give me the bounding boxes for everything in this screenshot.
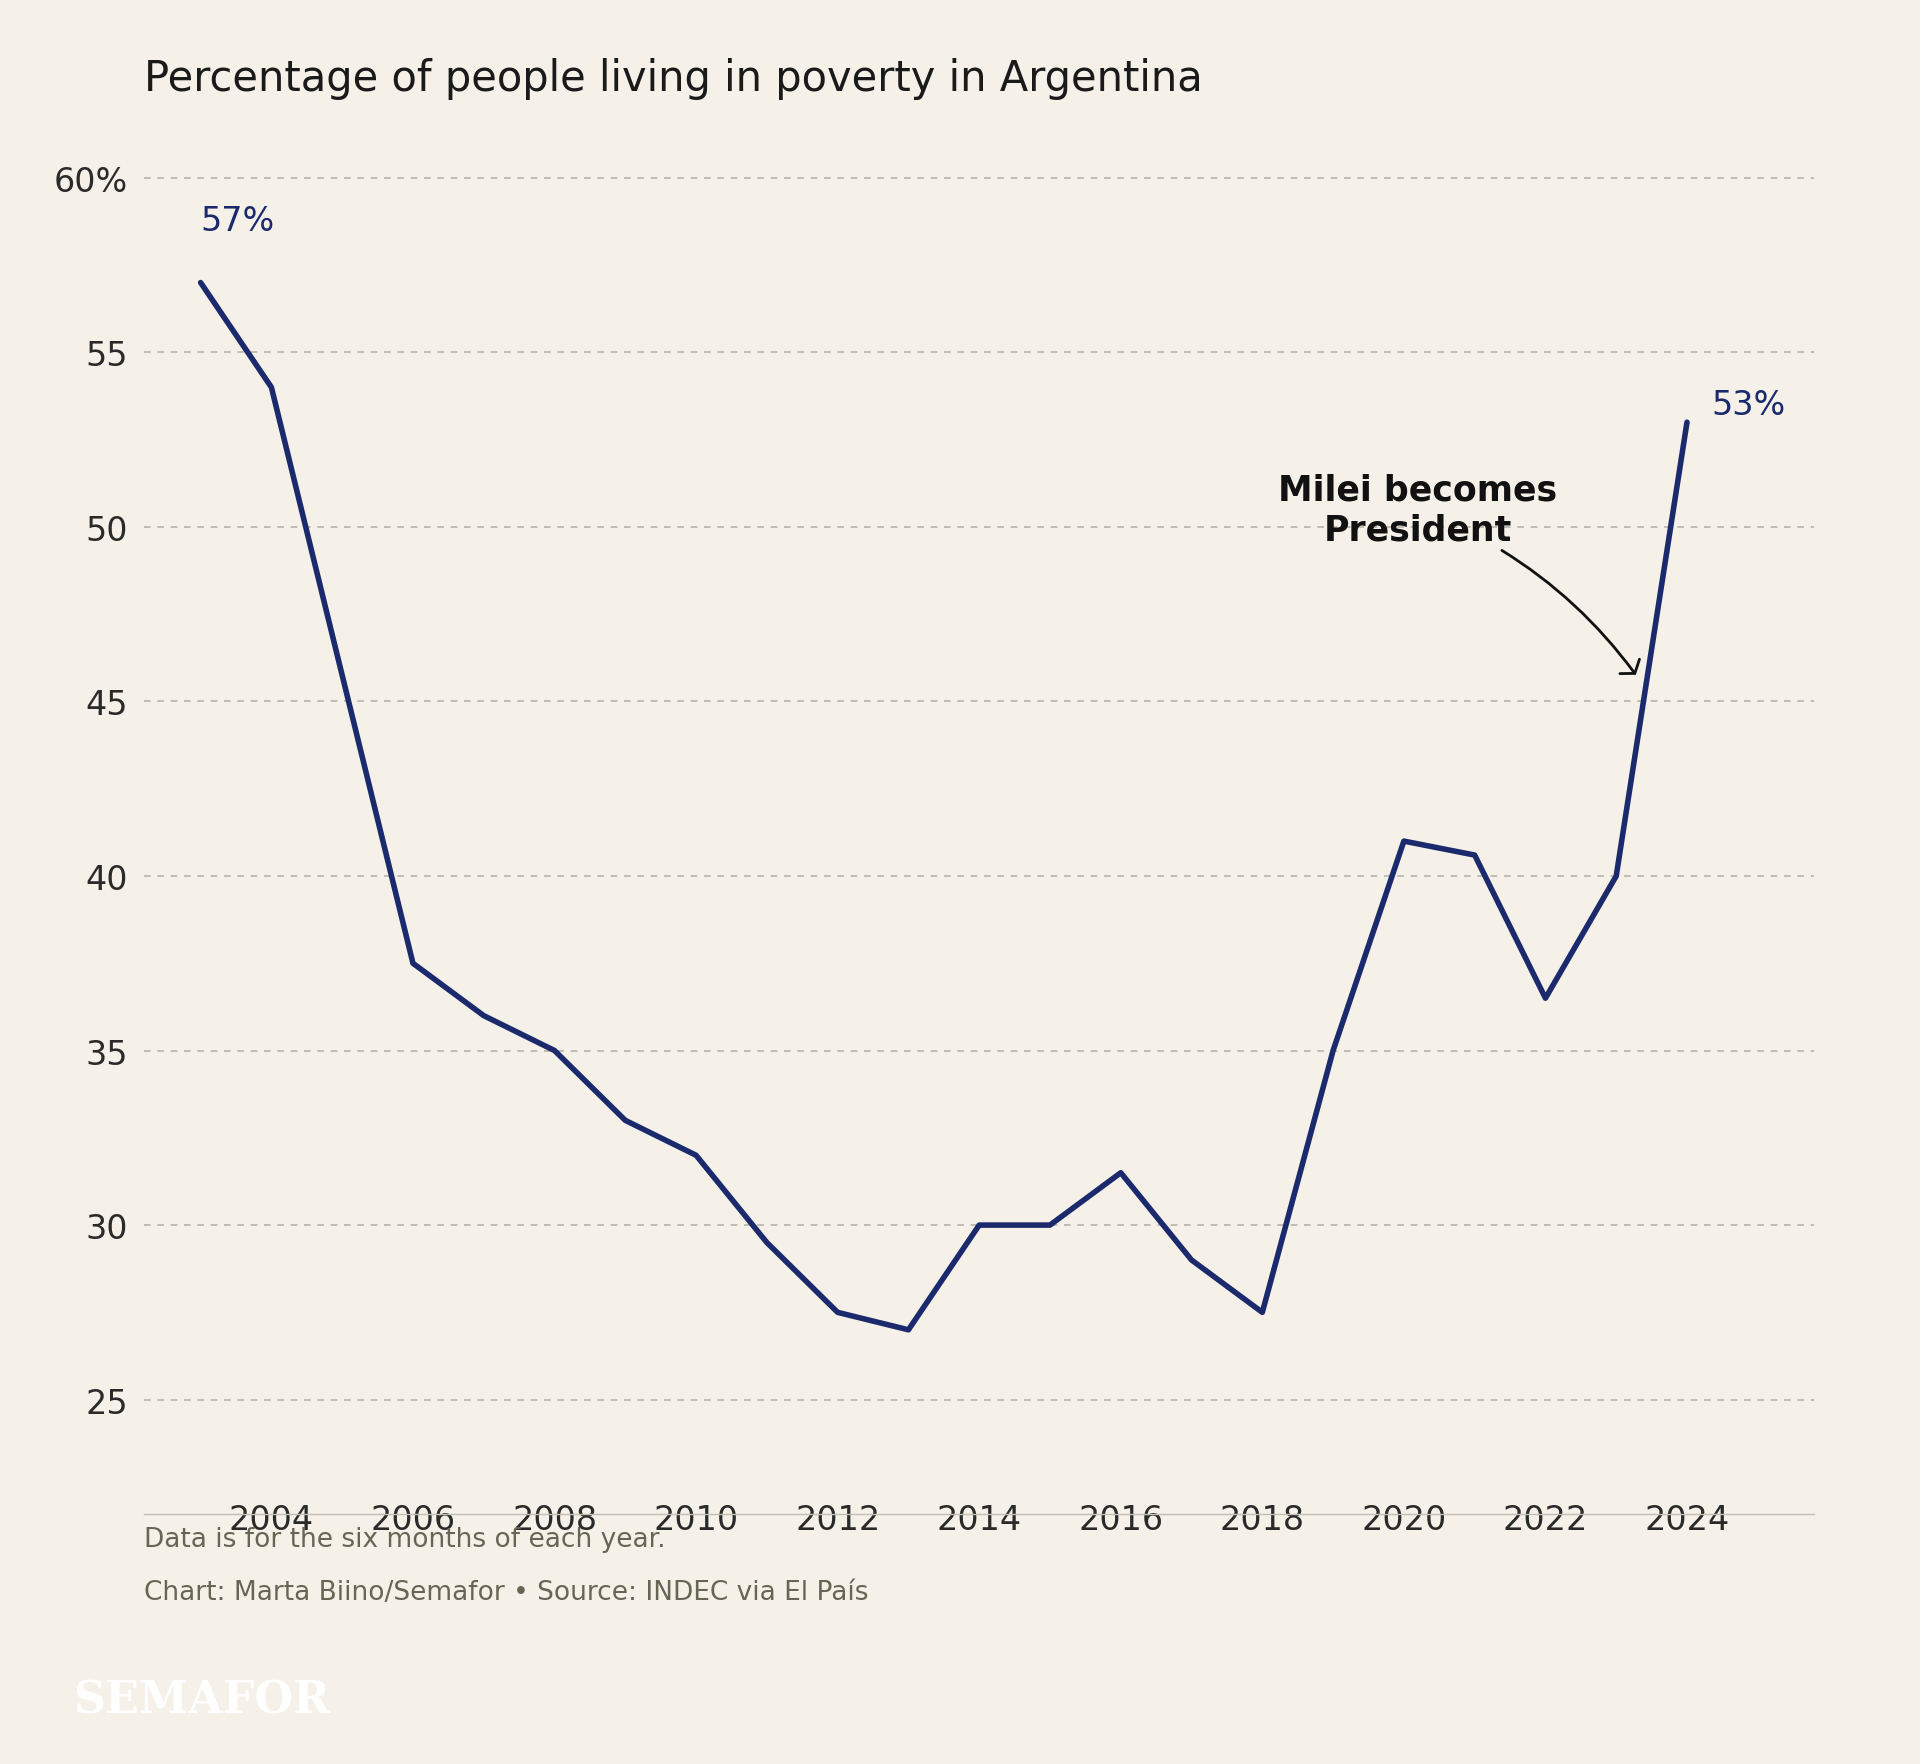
Text: Percentage of people living in poverty in Argentina: Percentage of people living in poverty i… (144, 58, 1202, 101)
Text: SEMAFOR: SEMAFOR (73, 1679, 330, 1722)
Text: Data is for the six months of each year.: Data is for the six months of each year. (144, 1526, 666, 1552)
Text: Chart: Marta Biino/Semafor • Source: INDEC via El País: Chart: Marta Biino/Semafor • Source: IND… (144, 1579, 868, 1605)
Text: 57%: 57% (200, 205, 275, 238)
Text: 53%: 53% (1713, 390, 1786, 422)
Text: Milei becomes
President: Milei becomes President (1279, 473, 1640, 674)
